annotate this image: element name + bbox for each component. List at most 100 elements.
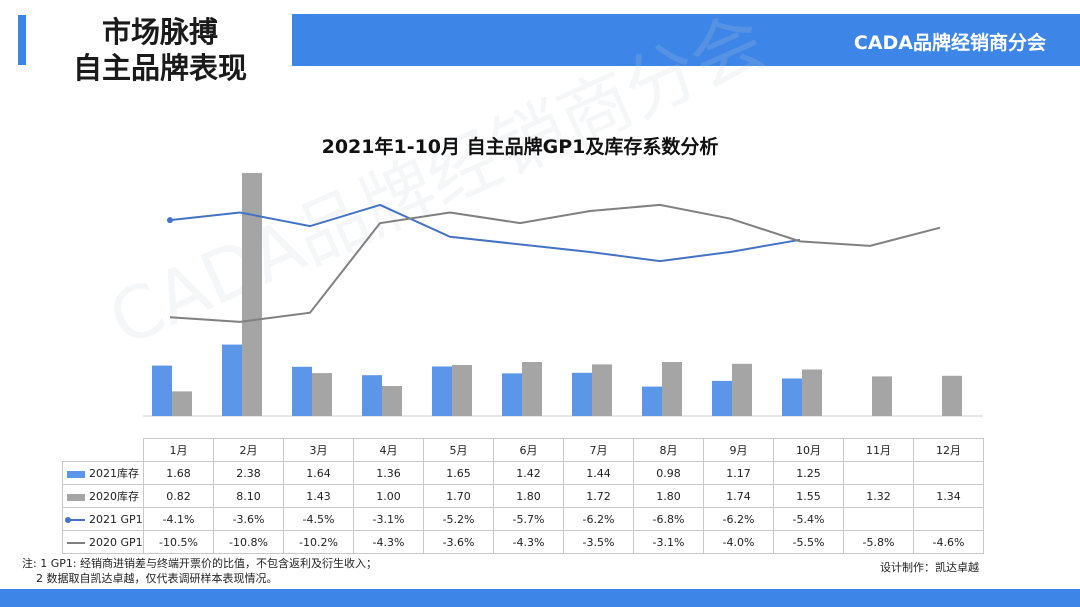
brand-label: CADA品牌经销商分会: [853, 32, 1046, 54]
table-row: 2021库存 1.68 2.38 1.64 1.36 1.65 1.42 1.44 0.98 1.…: [62, 461, 984, 485]
legend-label: 2020 GP1: [89, 535, 143, 549]
data-label: 1.42: [493, 461, 564, 485]
bar-2020-stock-7: [592, 364, 612, 416]
tick-label-month: 1月: [143, 438, 214, 462]
bar-2020-stock-9: [732, 363, 752, 416]
line-2020-gp1: [169, 203, 941, 323]
data-label: 0.82: [143, 484, 214, 508]
legend-label: 2020库存: [89, 490, 139, 503]
data-label: 0.98: [633, 461, 704, 485]
data-label: [913, 461, 984, 485]
chart-title: 2021年1-10月 自主品牌GP1及库存系数分析: [321, 136, 719, 158]
tick-label-month: 9月: [703, 438, 774, 462]
line-2021-gp1: [169, 203, 801, 263]
data-label: -6.2%: [703, 507, 774, 531]
bar-2021-stock-3: [292, 366, 312, 416]
data-label: 1.43: [283, 484, 354, 508]
data-label: -4.3%: [493, 530, 564, 554]
data-label: [913, 507, 984, 531]
tick-label-month: 8月: [633, 438, 704, 462]
bar-2020-stock-12: [942, 375, 962, 416]
header-band: [292, 14, 1080, 66]
legend-swatch: [67, 541, 85, 544]
bar-2021-stock-1: [152, 365, 172, 416]
tick-label-month: 4月: [353, 438, 424, 462]
bar-2021-stock-9: [712, 380, 732, 416]
data-table: 1月 2月 3月 4月 5月 6月 7月 8月 9月 10月 11月 12月 2021库存 1.68 2.3…: [62, 438, 984, 554]
data-label: -3.1%: [353, 507, 424, 531]
bar-2020-stock-3: [312, 373, 332, 416]
credit-label: 设计制作：凯达卓越: [880, 561, 979, 574]
bar-2020-stock-2: [242, 173, 262, 416]
data-label: 1.32: [843, 484, 914, 508]
data-label: -3.6%: [423, 530, 494, 554]
data-label: 2.38: [213, 461, 284, 485]
footnote: 注: 1 GP1: 经销商进销差与终端开票价的比值，不包含返利及衍生收入； 2 …: [22, 556, 377, 586]
tick-label-month: 11月: [843, 438, 914, 462]
data-label: -5.2%: [423, 507, 494, 531]
data-label: 1.34: [913, 484, 984, 508]
data-label: -5.7%: [493, 507, 564, 531]
legend-swatch: [65, 516, 85, 523]
data-label: 1.25: [773, 461, 844, 485]
data-label: 1.65: [423, 461, 494, 485]
data-label: 1.80: [633, 484, 704, 508]
data-label: -4.3%: [353, 530, 424, 554]
tick-label-month: 2月: [213, 438, 284, 462]
bar-2021-stock-7: [572, 372, 592, 416]
data-label: -10.8%: [213, 530, 284, 554]
data-label: [843, 461, 914, 485]
data-label: -6.8%: [633, 507, 704, 531]
bar-2021-stock-5: [432, 366, 452, 416]
data-label: 1.44: [563, 461, 634, 485]
legend-label: 2021 GP1: [89, 512, 143, 526]
bar-2020-stock-1: [172, 391, 192, 416]
table-row: 2020库存 0.82 8.10 1.43 1.00 1.70 1.80 1.72 1.80 1.…: [62, 484, 984, 508]
legend-swatch: [67, 493, 85, 501]
data-label: 1.00: [353, 484, 424, 508]
data-label: -3.1%: [633, 530, 704, 554]
data-label: 1.17: [703, 461, 774, 485]
bar-2020-stock-6: [522, 362, 542, 416]
table-row: 2020 GP1 -10.5% -10.8% -10.2% -4.3% -3.6% -4.3…: [62, 530, 984, 554]
data-label: -6.2%: [563, 507, 634, 531]
tick-label-month: 12月: [913, 438, 984, 462]
bar-2021-stock-2: [222, 344, 242, 416]
data-label: -10.5%: [143, 530, 214, 554]
data-label: -3.5%: [563, 530, 634, 554]
bar-2020-stock-8: [662, 362, 682, 416]
data-label: -5.8%: [843, 530, 914, 554]
data-label: 1.68: [143, 461, 214, 485]
data-label: -5.4%: [773, 507, 844, 531]
bar-2021-stock-4: [362, 375, 382, 416]
tick-label-month: 7月: [563, 438, 634, 462]
title-accent-bar: [18, 15, 26, 65]
legend-entry: 2021库存: [62, 461, 144, 485]
bar-2021-stock-10: [782, 378, 802, 416]
data-label: -4.6%: [913, 530, 984, 554]
data-label: -4.5%: [283, 507, 354, 531]
legend-swatch: [67, 470, 85, 478]
chart-plot: [143, 173, 983, 417]
data-label: -4.1%: [143, 507, 214, 531]
line-2021-gp1-marker-1: [167, 217, 173, 224]
table-row: 2021 GP1 -4.1% -3.6% -4.5% -3.1% -5.2% -5.7% -6…: [62, 507, 984, 531]
data-label: -3.6%: [213, 507, 284, 531]
page-title: 市场脉搏 自主品牌表现: [40, 14, 280, 86]
page-title-line1: 市场脉搏: [101, 15, 218, 49]
tick-label-month: 6月: [493, 438, 564, 462]
table-corner-cell: [62, 438, 144, 462]
bar-2020-stock-4: [382, 386, 402, 416]
tick-label-month: 3月: [283, 438, 354, 462]
data-label: 1.70: [423, 484, 494, 508]
legend-label: 2021库存: [89, 467, 139, 480]
footer-band: [0, 589, 1080, 607]
bar-2021-stock-6: [502, 373, 522, 416]
data-label: -5.5%: [773, 530, 844, 554]
table-header-row: 1月 2月 3月 4月 5月 6月 7月 8月 9月 10月 11月 12月: [62, 438, 984, 462]
data-label: -10.2%: [283, 530, 354, 554]
bar-2020-stock-5: [452, 365, 472, 416]
data-label: 8.10: [213, 484, 284, 508]
data-label: -4.0%: [703, 530, 774, 554]
page-title-line2: 自主品牌表现: [72, 51, 247, 85]
